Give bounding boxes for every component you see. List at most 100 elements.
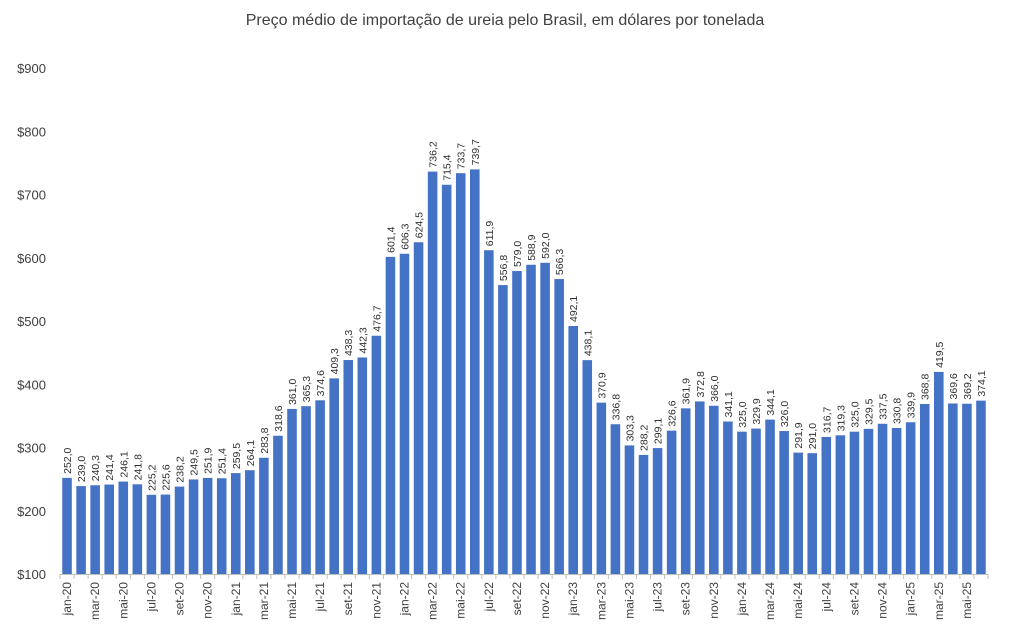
data-label: 325,0 bbox=[737, 401, 749, 427]
bar bbox=[455, 173, 466, 574]
bar bbox=[765, 419, 775, 574]
bar bbox=[385, 256, 396, 574]
data-label: 238,2 bbox=[175, 456, 187, 482]
data-label: 442,3 bbox=[357, 327, 369, 353]
data-label: 241,8 bbox=[132, 454, 144, 480]
data-label: 606,3 bbox=[399, 223, 411, 249]
data-label: 339,9 bbox=[906, 392, 918, 418]
data-label: 624,5 bbox=[414, 212, 426, 238]
bar bbox=[399, 253, 410, 574]
x-tick-label: nov-20 bbox=[201, 582, 215, 619]
bar bbox=[638, 454, 649, 574]
x-tick-label: nov-23 bbox=[707, 582, 721, 619]
bar bbox=[118, 481, 129, 574]
data-label: 419,5 bbox=[934, 341, 946, 367]
bar bbox=[512, 271, 522, 574]
data-label: 374,1 bbox=[976, 370, 988, 396]
bar bbox=[62, 477, 72, 574]
bar bbox=[188, 479, 199, 574]
x-tick-label: jan-20 bbox=[60, 582, 74, 617]
data-label: 438,1 bbox=[582, 330, 594, 356]
data-label: 330,8 bbox=[892, 398, 904, 424]
bar bbox=[498, 285, 508, 574]
y-tick-label: $800 bbox=[17, 124, 46, 139]
data-label: 374,6 bbox=[315, 370, 327, 396]
data-label: 368,8 bbox=[920, 374, 932, 400]
x-tick-label: set-22 bbox=[510, 582, 524, 616]
data-label: 291,0 bbox=[807, 423, 819, 449]
bar bbox=[174, 486, 185, 574]
data-label: 592,0 bbox=[540, 232, 552, 258]
bar bbox=[90, 485, 100, 574]
bar bbox=[624, 445, 635, 574]
x-tick-label: jan-25 bbox=[904, 582, 918, 617]
bar bbox=[202, 477, 213, 574]
bar bbox=[905, 422, 916, 574]
x-tick-label: nov-24 bbox=[876, 582, 890, 619]
bar bbox=[737, 431, 747, 574]
data-label: 326,6 bbox=[667, 400, 679, 426]
bar bbox=[680, 408, 691, 574]
x-tick-label: set-20 bbox=[173, 582, 187, 616]
data-label: 344,1 bbox=[765, 389, 777, 415]
bar bbox=[934, 371, 944, 574]
bar bbox=[835, 435, 846, 574]
x-tick-label: mai-24 bbox=[791, 582, 805, 619]
x-tick-label: mar-24 bbox=[763, 582, 777, 620]
x-tick-label: mar-22 bbox=[426, 582, 440, 620]
data-label: 588,9 bbox=[526, 234, 538, 260]
bar bbox=[540, 262, 550, 574]
data-label: 337,5 bbox=[878, 393, 890, 419]
bar bbox=[751, 428, 761, 574]
data-label: 370,9 bbox=[596, 372, 608, 398]
data-label: 319,3 bbox=[835, 405, 847, 431]
data-label: 369,6 bbox=[948, 373, 960, 399]
data-label: 239,0 bbox=[76, 456, 88, 482]
x-tick-label: mai-25 bbox=[960, 582, 974, 619]
data-label: 299,1 bbox=[653, 418, 665, 444]
data-label: 240,3 bbox=[90, 455, 102, 481]
data-label: 283,8 bbox=[259, 427, 271, 453]
x-tick-label: mar-25 bbox=[932, 582, 946, 620]
bar bbox=[582, 360, 593, 574]
data-label: 579,0 bbox=[512, 241, 524, 267]
x-tick-label: set-24 bbox=[847, 582, 861, 616]
bar bbox=[160, 494, 171, 574]
data-label: 611,9 bbox=[484, 221, 496, 247]
y-tick-label: $400 bbox=[17, 377, 46, 392]
bar bbox=[329, 378, 339, 574]
x-tick-label: jan-22 bbox=[397, 582, 411, 617]
bar bbox=[484, 250, 494, 574]
data-label: 366,0 bbox=[709, 375, 721, 401]
bar bbox=[315, 400, 325, 574]
x-tick-label: mai-20 bbox=[116, 582, 130, 619]
bar bbox=[962, 403, 972, 574]
data-label: 251,9 bbox=[203, 447, 215, 473]
bar bbox=[807, 453, 818, 574]
x-tick-label: jul-22 bbox=[482, 582, 496, 613]
y-tick-label: $100 bbox=[17, 567, 46, 582]
data-label: 601,4 bbox=[385, 226, 397, 252]
data-label: 715,4 bbox=[442, 154, 454, 180]
x-tick-label: set-21 bbox=[341, 582, 355, 616]
x-tick-label: mar-20 bbox=[88, 582, 102, 620]
data-label: 361,9 bbox=[681, 378, 693, 404]
y-tick-label: $700 bbox=[17, 188, 46, 203]
data-label: 316,7 bbox=[821, 407, 833, 433]
x-tick-label: mai-21 bbox=[285, 582, 299, 619]
bar bbox=[610, 424, 621, 574]
bar bbox=[287, 408, 297, 574]
bar bbox=[849, 431, 860, 574]
bar bbox=[948, 403, 958, 574]
data-label: 336,8 bbox=[610, 394, 622, 420]
bar bbox=[441, 184, 452, 574]
data-label: 329,5 bbox=[863, 398, 875, 424]
bar bbox=[76, 486, 86, 574]
x-tick-label: jan-21 bbox=[229, 582, 243, 617]
bar bbox=[863, 428, 874, 574]
data-label: 259,5 bbox=[231, 443, 243, 469]
data-label: 326,0 bbox=[779, 401, 791, 427]
y-axis: $100 $200 $300 $400 $500 $600 $700 $800 $900 bbox=[17, 61, 46, 582]
x-tick-label: nov-21 bbox=[369, 582, 383, 619]
